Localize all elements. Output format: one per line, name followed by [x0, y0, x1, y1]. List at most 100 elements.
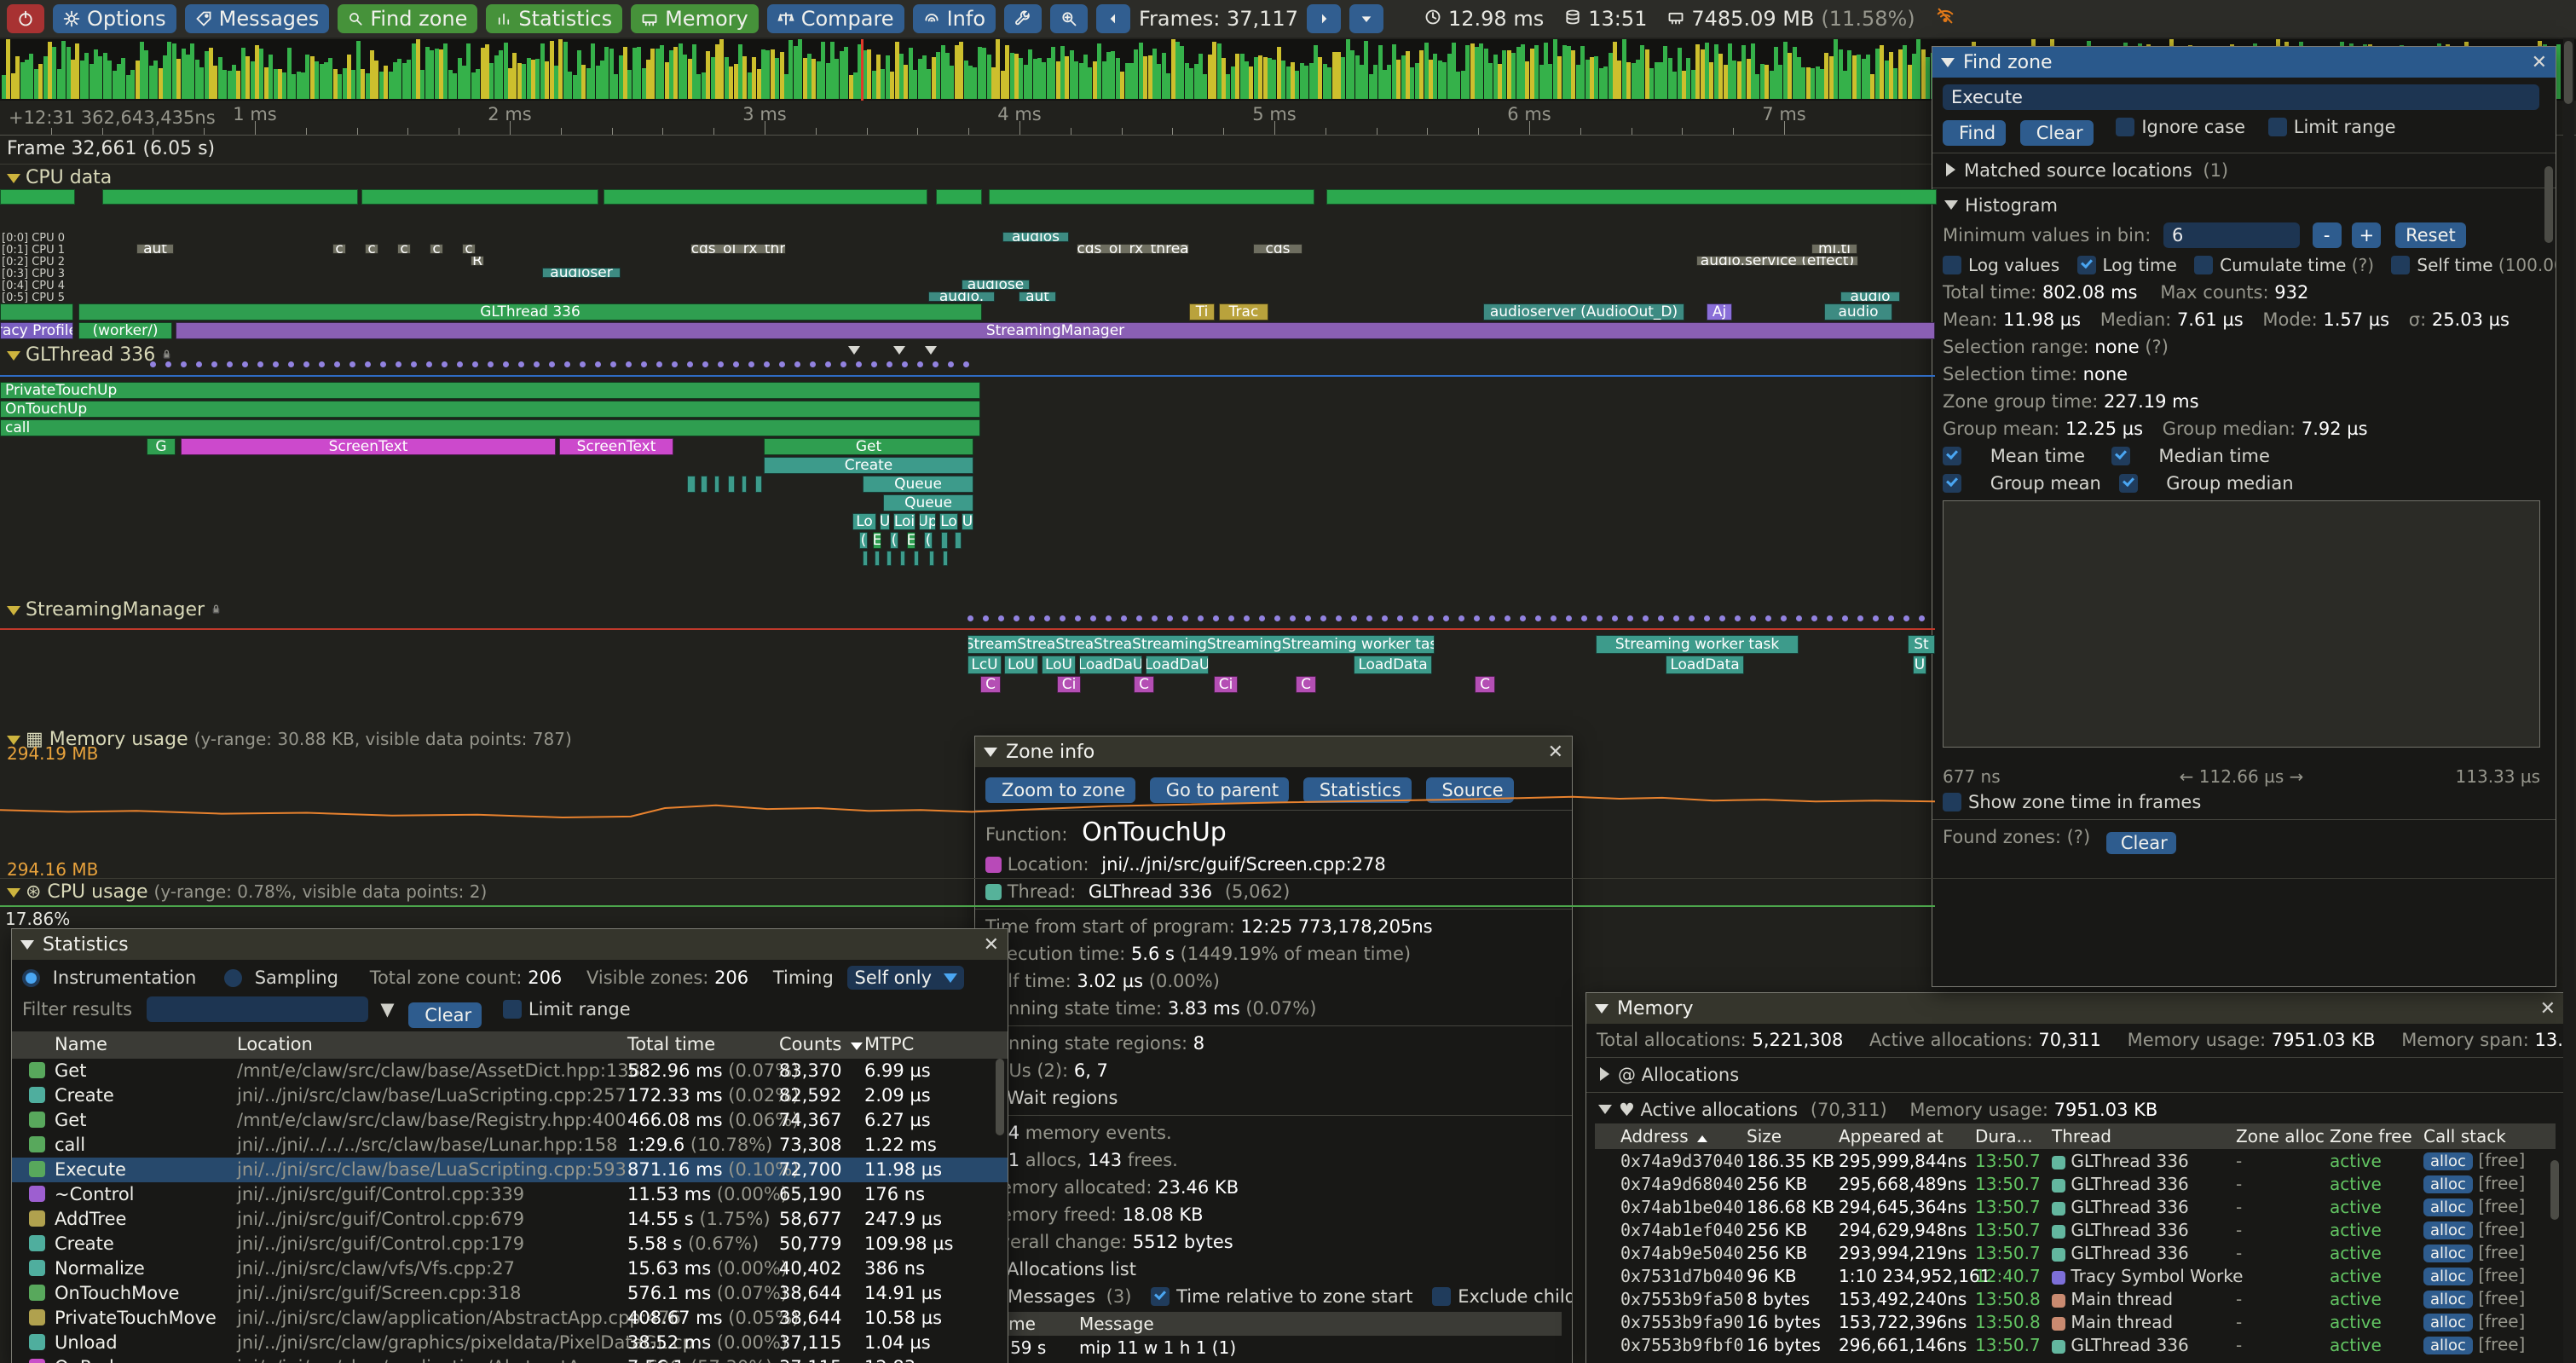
- timeline-zone[interactable]: E: [907, 532, 915, 549]
- alloc-button[interactable]: alloc: [2423, 1268, 2473, 1285]
- bin-minus-button[interactable]: -: [2312, 222, 2342, 248]
- timeline-zone[interactable]: mi.ti: [1811, 244, 1857, 254]
- close-icon[interactable]: ✕: [983, 933, 999, 956]
- table-row[interactable]: 0x7531d7b040 96 KB 1:10 234,952,161 12:40.7…: [1620, 1265, 2526, 1286]
- self-time-checkbox[interactable]: [2391, 256, 2411, 274]
- timeline-zone[interactable]: cds_ol_rx_thr: [690, 244, 786, 254]
- clear-button[interactable]: Clear: [2019, 120, 2094, 146]
- timeline-zone[interactable]: (: [890, 532, 898, 549]
- timeline-zone[interactable]: (: [924, 532, 933, 549]
- timeline-zone[interactable]: Queue: [883, 494, 973, 511]
- clear-found-button[interactable]: Clear: [2105, 832, 2176, 854]
- prev-frame-button[interactable]: [1096, 4, 1130, 33]
- alloc-button[interactable]: alloc: [2423, 1222, 2473, 1239]
- active-allocations-tree[interactable]: ♥ Active allocations (70,311) Memory usa…: [1586, 1096, 2564, 1123]
- section-header-memory-usage[interactable]: ▦ Memory usage (y-range: 30.88 KB, visib…: [7, 729, 572, 750]
- alloc-button[interactable]: alloc: [2423, 1291, 2473, 1308]
- timeline-zone[interactable]: LcU: [967, 656, 1002, 674]
- ignore-case-checkbox[interactable]: [2116, 118, 2135, 136]
- mean-time-checkbox[interactable]: [1943, 447, 1961, 465]
- close-icon[interactable]: ✕: [2531, 51, 2547, 73]
- table-row[interactable]: Get/mnt/e/claw/src/claw/base/Registry.hp…: [12, 1108, 1008, 1133]
- table-row[interactable]: 0x74a9d68040 256 KB 295,668,489ns 13:50.7 G…: [1620, 1173, 2526, 1194]
- group-mean-checkbox[interactable]: [1943, 474, 1961, 493]
- timeline-zone[interactable]: LoU: [1042, 656, 1076, 674]
- section-header-cpu-data[interactable]: CPU data: [7, 167, 112, 188]
- timeline-zone[interactable]: Lo: [852, 513, 876, 530]
- tools-button[interactable]: [1004, 4, 1042, 33]
- allocations-tree[interactable]: @ Allocations: [1586, 1061, 2564, 1089]
- timeline-zone[interactable]: Aj: [1707, 303, 1732, 321]
- table-row[interactable]: AddTree jni/../jni/src/guif/Control.cpp:6…: [12, 1207, 1008, 1232]
- memory-titlebar[interactable]: Memory ✕: [1586, 993, 2564, 1024]
- timeline-zone[interactable]: Lo: [939, 513, 958, 530]
- table-row[interactable]: 0x7553b9fbf0 16 bytes 296,661,146ns 13:50.7…: [1620, 1334, 2526, 1355]
- timeline-zone[interactable]: Queue: [863, 476, 973, 493]
- timeline-zone[interactable]: aut: [136, 244, 174, 254]
- timeline-zone[interactable]: [929, 551, 934, 566]
- timeline-zone[interactable]: StreamStreaStreaStreaStreamingStreamingS…: [967, 635, 1435, 654]
- histogram-plot[interactable]: [1943, 500, 2540, 748]
- table-row[interactable]: 0x74a9d37040 186.35 KB 295,999,844ns 13:50.…: [1620, 1150, 2526, 1171]
- zoom-frames-button[interactable]: [1050, 4, 1088, 33]
- timeline-zone[interactable]: LoU: [1004, 656, 1038, 674]
- timeline-zone[interactable]: GLThread 336: [78, 303, 982, 321]
- table-row[interactable]: PrivateTouchMove jni/../jni/src/claw/appl…: [12, 1306, 1008, 1331]
- timeline-zone[interactable]: audio: [1840, 292, 1900, 302]
- timeline-zone[interactable]: [914, 551, 919, 566]
- filter-input[interactable]: [146, 996, 368, 1022]
- statistics-button-zi[interactable]: Statistics: [1302, 777, 1412, 803]
- find-button[interactable]: Find: [1943, 120, 2007, 146]
- timeline-zone[interactable]: audioserver (AudioOut_D): [1483, 303, 1684, 321]
- timeline-zone[interactable]: Create: [764, 457, 973, 474]
- timeline-zone[interactable]: c: [397, 244, 411, 254]
- timeline-zone[interactable]: StreamingManager: [176, 322, 1935, 339]
- table-row[interactable]: Unload jni/../jni/src/claw/graphics/pixel…: [12, 1331, 1008, 1355]
- instrumentation-radio[interactable]: [22, 969, 40, 987]
- zoom-to-zone-button[interactable]: Zoom to zone: [985, 777, 1136, 803]
- statistics-titlebar[interactable]: Statistics ✕: [12, 929, 1008, 960]
- timeline-zone[interactable]: ScreenText: [559, 438, 673, 455]
- memory-scrollbar[interactable]: [2550, 1160, 2559, 1220]
- messages-button[interactable]: Messages: [184, 4, 330, 33]
- matched-locations-tree[interactable]: Matched source locations (1): [1932, 157, 2556, 184]
- timeline-zone[interactable]: U: [962, 513, 973, 530]
- compare-button[interactable]: Compare: [766, 4, 904, 33]
- power-button[interactable]: [7, 4, 44, 33]
- timeline-zone[interactable]: [887, 551, 892, 566]
- timeline-zone[interactable]: [701, 476, 708, 493]
- find-zone-titlebar[interactable]: Find zone ✕: [1932, 47, 2556, 78]
- timeline-zone[interactable]: C: [980, 676, 1001, 693]
- clear-filter-button[interactable]: Clear: [408, 1002, 482, 1028]
- allocations-list-tree[interactable]: Allocations list: [975, 1256, 1572, 1283]
- go-to-parent-button[interactable]: Go to parent: [1149, 777, 1290, 803]
- frame-dropdown-button[interactable]: [1349, 4, 1383, 33]
- memory-usage-graph[interactable]: [0, 754, 1935, 864]
- timeline-zone[interactable]: [863, 551, 868, 566]
- limit-range-checkbox[interactable]: [2267, 118, 2287, 136]
- log-time-checkbox[interactable]: [2076, 256, 2096, 274]
- timeline-zone[interactable]: [687, 476, 696, 493]
- table-row[interactable]: Execute jni/../jni/src/claw/base/LuaScrip…: [12, 1158, 1008, 1182]
- zone-thread[interactable]: GLThread 336: [1088, 881, 1213, 902]
- zone-location[interactable]: jni/../jni/src/guif/Screen.cpp:278: [1101, 854, 1386, 875]
- median-time-checkbox[interactable]: [2111, 447, 2130, 465]
- timeline-zone[interactable]: cds_ol_rx_threa: [1077, 244, 1189, 254]
- timeline-zone[interactable]: C: [1134, 676, 1154, 693]
- timeline-zone[interactable]: [714, 476, 719, 493]
- wait-regions-tree[interactable]: Wait regions: [975, 1084, 1572, 1112]
- timeline-zone[interactable]: E: [873, 532, 881, 549]
- timeline-zone[interactable]: R: [471, 256, 484, 266]
- timing-combo[interactable]: Self only: [847, 966, 965, 990]
- alloc-button[interactable]: alloc: [2423, 1152, 2473, 1170]
- alloc-button[interactable]: alloc: [2423, 1245, 2473, 1262]
- timeline-zone[interactable]: call: [0, 419, 980, 436]
- timeline-zone[interactable]: Loi: [893, 513, 915, 530]
- section-header-cpu-usage[interactable]: ⊛ CPU usage (y-range: 0.78%, visible dat…: [7, 881, 487, 903]
- table-row[interactable]: ~Control jni/../jni/src/guif/Control.cpp:…: [12, 1182, 1008, 1207]
- timeline-zone[interactable]: Ci: [1057, 676, 1081, 693]
- alloc-button[interactable]: alloc: [2423, 1337, 2473, 1354]
- timeline-zone[interactable]: c: [462, 244, 476, 254]
- timeline-zone[interactable]: audios: [1002, 232, 1069, 242]
